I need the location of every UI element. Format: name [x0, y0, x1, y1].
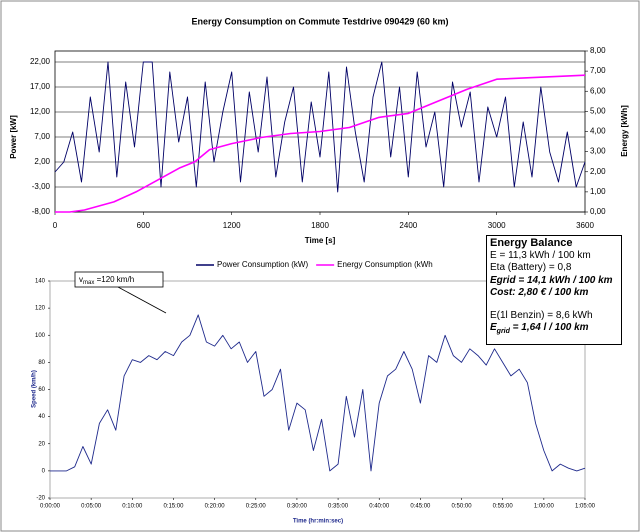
y-tick-label: -8,00 — [32, 207, 51, 216]
x-tick-label: 0:55:00 — [493, 504, 514, 510]
x-tick-label: 3600 — [576, 221, 594, 230]
x-tick-label: 0:25:00 — [246, 504, 267, 510]
value: = 1,64 l / 100 km — [509, 322, 589, 333]
y2-tick-label: 8,00 — [590, 46, 606, 55]
callout-box — [74, 271, 164, 288]
legend-label: Energy Consumption (kWh — [337, 260, 433, 269]
symbol: E — [490, 322, 497, 333]
x-tick-label: 0:45:00 — [410, 504, 431, 510]
x-tick-label: 0 — [53, 221, 58, 230]
x-tick-label: 0:00:00 — [40, 504, 61, 510]
x-axis-label: Time (hr:min:sec) — [293, 519, 343, 525]
box-line: Eta (Battery) = 0,8 — [490, 262, 572, 273]
x-tick-label: 1200 — [223, 221, 241, 230]
x-tick-label: 1800 — [311, 221, 329, 230]
x-tick-label: 0:40:00 — [369, 504, 390, 510]
y2-tick-label: 7,00 — [590, 66, 606, 75]
y2-tick-label: 2,00 — [590, 167, 606, 176]
series-line — [55, 74, 586, 213]
y2-tick-label: 0,00 — [590, 207, 606, 216]
subscript: grid — [496, 328, 510, 335]
y-tick-label: 100 — [35, 333, 46, 339]
legend-label: Power Consumption (kW) — [217, 260, 308, 269]
x-tick-label: 0:50:00 — [452, 504, 473, 510]
y-axis-label: Power [kW] — [9, 115, 18, 159]
x-tick-label: 0:30:00 — [287, 504, 308, 510]
y2-tick-label: 4,00 — [590, 127, 606, 136]
x-tick-label: 0:10:00 — [122, 504, 143, 510]
chart-title: Energy Consumption on Commute Testdrive … — [192, 16, 449, 26]
callout-line — [117, 286, 167, 314]
series-line — [54, 61, 586, 193]
y2-tick-label: 3,00 — [590, 147, 606, 156]
y-tick-label: 12,00 — [30, 107, 51, 116]
annotation-text: =120 km/h — [94, 275, 134, 284]
energy-balance: Energy Balance E = 11,3 kWh / 100 km Eta… — [486, 235, 622, 345]
box-line: Egrid = 1,64 l / 100 km — [490, 322, 618, 339]
x-tick-label: 0:20:00 — [205, 504, 226, 510]
y2-tick-label: 5,00 — [590, 106, 606, 115]
y-tick-label: 2,00 — [34, 157, 50, 166]
y-tick-label: 17,00 — [30, 82, 51, 91]
series-line — [50, 314, 586, 472]
x-tick-label: 0:05:00 — [81, 504, 102, 510]
annotation-symbol: v — [79, 275, 83, 284]
spacer — [490, 300, 618, 310]
y2-axis-label: Energy [kWh] — [620, 105, 629, 157]
box-line: E = 11,3 kWh / 100 km — [490, 249, 591, 261]
annotation-subscript: max — [83, 280, 94, 286]
y-axis-label: Speed (km/h) — [32, 370, 38, 408]
y-tick-label: 20 — [38, 441, 45, 447]
x-axis-label: Time [s] — [305, 236, 336, 245]
y-tick-label: 140 — [35, 279, 46, 285]
y-tick-label: 60 — [38, 387, 45, 393]
y-tick-label: -20 — [36, 496, 45, 502]
x-tick-label: 0:15:00 — [163, 504, 184, 510]
x-tick-label: 0:35:00 — [328, 504, 349, 510]
y-tick-label: 80 — [38, 360, 45, 366]
x-tick-label: 3000 — [488, 221, 506, 230]
x-tick-label: 1:05:00 — [575, 504, 596, 510]
annotation: vmax =120 km/h — [79, 275, 134, 285]
y-tick-label: 0 — [42, 468, 46, 474]
y-tick-label: 22,00 — [30, 57, 51, 66]
y-tick-label: 40 — [38, 414, 45, 420]
y-tick-label: 120 — [35, 306, 46, 312]
x-tick-label: 600 — [137, 221, 151, 230]
y2-tick-label: 1,00 — [590, 187, 606, 196]
y2-tick-label: 6,00 — [590, 86, 606, 95]
box-line: Cost: 2,80 € / 100 km — [490, 287, 589, 298]
y-tick-label: 7,00 — [34, 132, 50, 141]
box-line: E(1l Benzin) = 8,6 kWh — [490, 309, 593, 321]
x-tick-label: 1:00:00 — [534, 504, 555, 510]
x-tick-label: 2400 — [399, 221, 417, 230]
box-line: Egrid = 14,1 kWh / 100 km — [490, 274, 613, 286]
y-tick-label: -3,00 — [32, 182, 51, 191]
box-title: Energy Balance — [490, 237, 573, 249]
